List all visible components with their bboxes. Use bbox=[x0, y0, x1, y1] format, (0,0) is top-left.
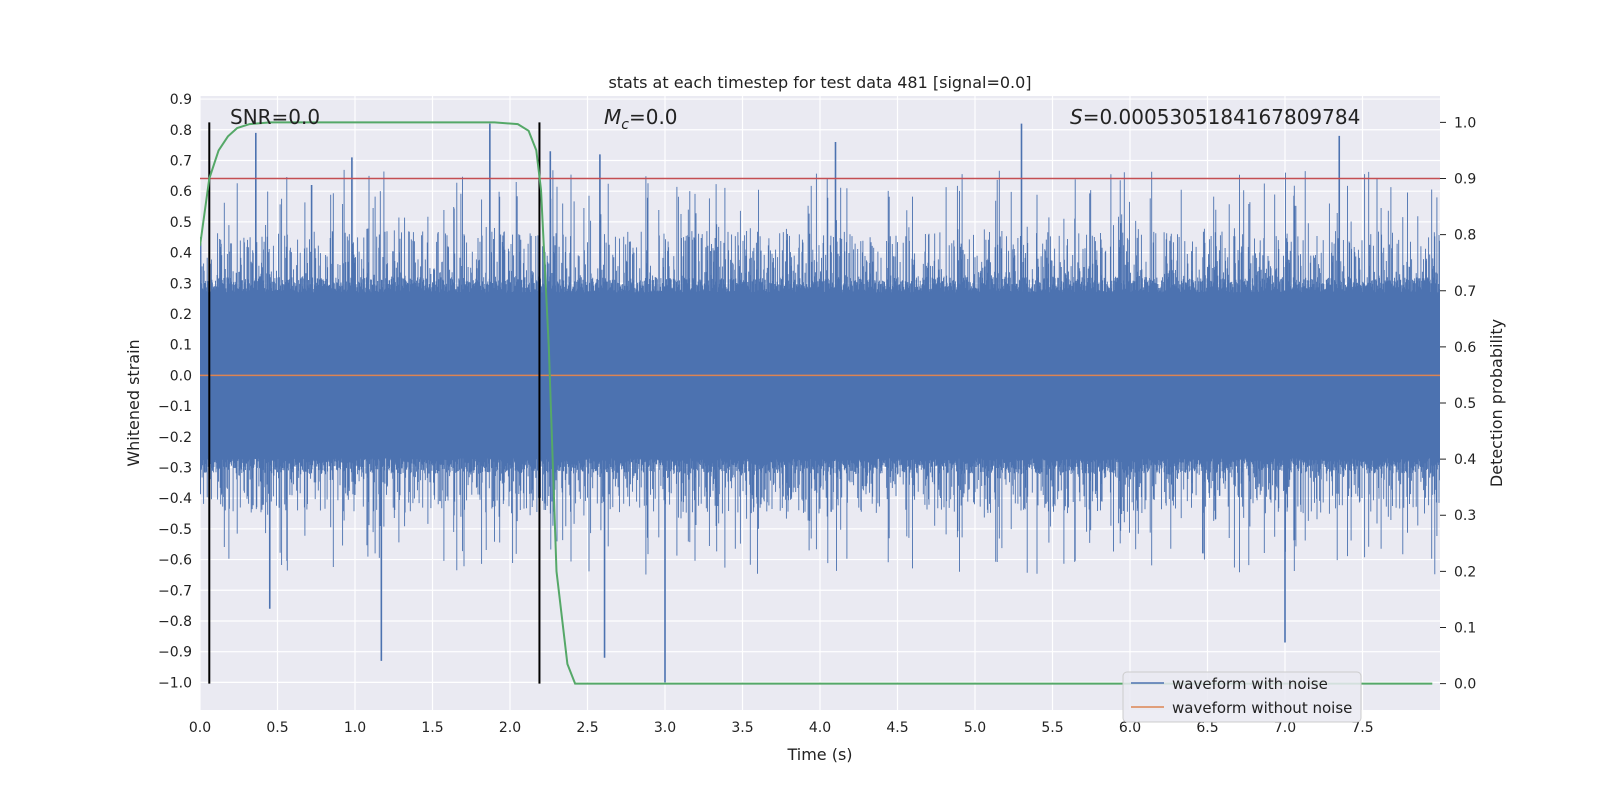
x-tick-label: 6.0 bbox=[1119, 720, 1141, 736]
y-tick-label: 0.8 bbox=[170, 123, 192, 139]
noise-trace bbox=[200, 169, 1440, 575]
legend-label-clean: waveform without noise bbox=[1172, 699, 1352, 717]
y-tick-label: −0.2 bbox=[158, 430, 192, 446]
y-tick-label: 0.2 bbox=[170, 307, 192, 323]
x-tick-label: 4.0 bbox=[809, 720, 831, 736]
detection-probability-line bbox=[200, 121, 1433, 685]
chart-title: stats at each timestep for test data 481… bbox=[608, 73, 1031, 92]
x-tick-label: 3.0 bbox=[654, 720, 676, 736]
y2-tick-label: 0.8 bbox=[1454, 228, 1476, 244]
x-tick-label: 5.5 bbox=[1041, 720, 1063, 736]
y2-tick-label: 0.2 bbox=[1454, 564, 1476, 580]
y-axis-label: Whitened strain bbox=[124, 339, 143, 466]
y-tick-label: −0.1 bbox=[158, 399, 192, 415]
y-tick-label: 0.0 bbox=[170, 368, 192, 384]
x-tick-label: 7.0 bbox=[1274, 720, 1296, 736]
y-tick-label: −1.0 bbox=[158, 675, 192, 691]
y-tick-label: −0.9 bbox=[158, 645, 192, 661]
mc-subscript: c bbox=[621, 117, 629, 133]
legend-label-noise: waveform with noise bbox=[1172, 675, 1328, 693]
y-tick-label: 0.3 bbox=[170, 276, 192, 292]
legend: waveform with noise waveform without noi… bbox=[1122, 671, 1362, 723]
y2-tick-label: 1.0 bbox=[1454, 115, 1476, 131]
x-tick-label: 4.5 bbox=[886, 720, 908, 736]
mc-value: =0.0 bbox=[629, 105, 678, 129]
y2-axis-label: Detection probability bbox=[1487, 319, 1506, 487]
x-tick-label: 7.5 bbox=[1351, 720, 1373, 736]
y2-tick-label: 0.9 bbox=[1454, 172, 1476, 188]
y-tick-label: 0.9 bbox=[170, 92, 192, 108]
y-tick-label: 0.1 bbox=[170, 338, 192, 354]
x-axis-label: Time (s) bbox=[786, 745, 852, 764]
y-tick-label: 0.4 bbox=[170, 246, 192, 262]
y2-tick-label: 0.0 bbox=[1454, 677, 1476, 693]
y-tick-label: −0.8 bbox=[158, 614, 192, 630]
x-tick-label: 2.0 bbox=[499, 720, 521, 736]
mc-symbol: M bbox=[604, 105, 621, 129]
y-tick-label: −0.4 bbox=[158, 491, 192, 507]
y-tick-label: 0.6 bbox=[170, 184, 192, 200]
y-tick-label: −0.5 bbox=[158, 522, 192, 538]
x-tick-label: 5.0 bbox=[964, 720, 986, 736]
y-tick-label: 0.5 bbox=[170, 215, 192, 231]
y-tick-label: −0.6 bbox=[158, 553, 192, 569]
s-annotation: S=0.0005305184167809784 bbox=[1070, 105, 1360, 129]
y2-tick-label: 0.7 bbox=[1454, 284, 1476, 300]
x-axis-ticks: 0.0 0.5 1.0 1.5 2.0 2.5 3.0 3.5 4.0 4.5 5.0 5.5 6.0 6… bbox=[189, 720, 1374, 736]
snr-annotation: SNR=0.0 bbox=[230, 105, 320, 129]
y2-tick-label: 0.4 bbox=[1454, 452, 1476, 468]
y2-tick-label: 0.1 bbox=[1454, 620, 1476, 636]
y-axis-ticks: 0.9 0.8 0.7 0.6 0.5 0.4 0.3 0.2 0.1 0.0 −0.1 −0.2 −0… bbox=[158, 92, 192, 691]
s-value: =0.0005305184167809784 bbox=[1083, 105, 1361, 129]
y2-tick-label: 0.3 bbox=[1454, 508, 1476, 524]
legend-box bbox=[1122, 671, 1362, 723]
y-tick-label: −0.7 bbox=[158, 583, 192, 599]
x-tick-label: 1.5 bbox=[421, 720, 443, 736]
y2-tick-label: 0.5 bbox=[1454, 396, 1476, 412]
x-tick-label: 0.5 bbox=[266, 720, 288, 736]
x-tick-label: 2.5 bbox=[576, 720, 598, 736]
y2-tick-label: 0.6 bbox=[1454, 340, 1476, 356]
x-tick-label: 6.5 bbox=[1196, 720, 1218, 736]
y-tick-label: 0.7 bbox=[170, 153, 192, 169]
y-tick-label: −0.3 bbox=[158, 460, 192, 476]
y2-axis-ticks: 1.0 0.9 0.8 0.7 0.6 0.5 0.4 0.3 0.2 0.1 0.0 bbox=[1440, 115, 1476, 693]
mc-annotation: Mc=0.0 bbox=[604, 105, 678, 133]
x-tick-label: 3.5 bbox=[731, 720, 753, 736]
overlay-lines bbox=[200, 121, 1440, 685]
x-tick-label: 1.0 bbox=[344, 720, 366, 736]
x-tick-label: 0.0 bbox=[189, 720, 211, 736]
s-symbol: S bbox=[1070, 105, 1083, 129]
